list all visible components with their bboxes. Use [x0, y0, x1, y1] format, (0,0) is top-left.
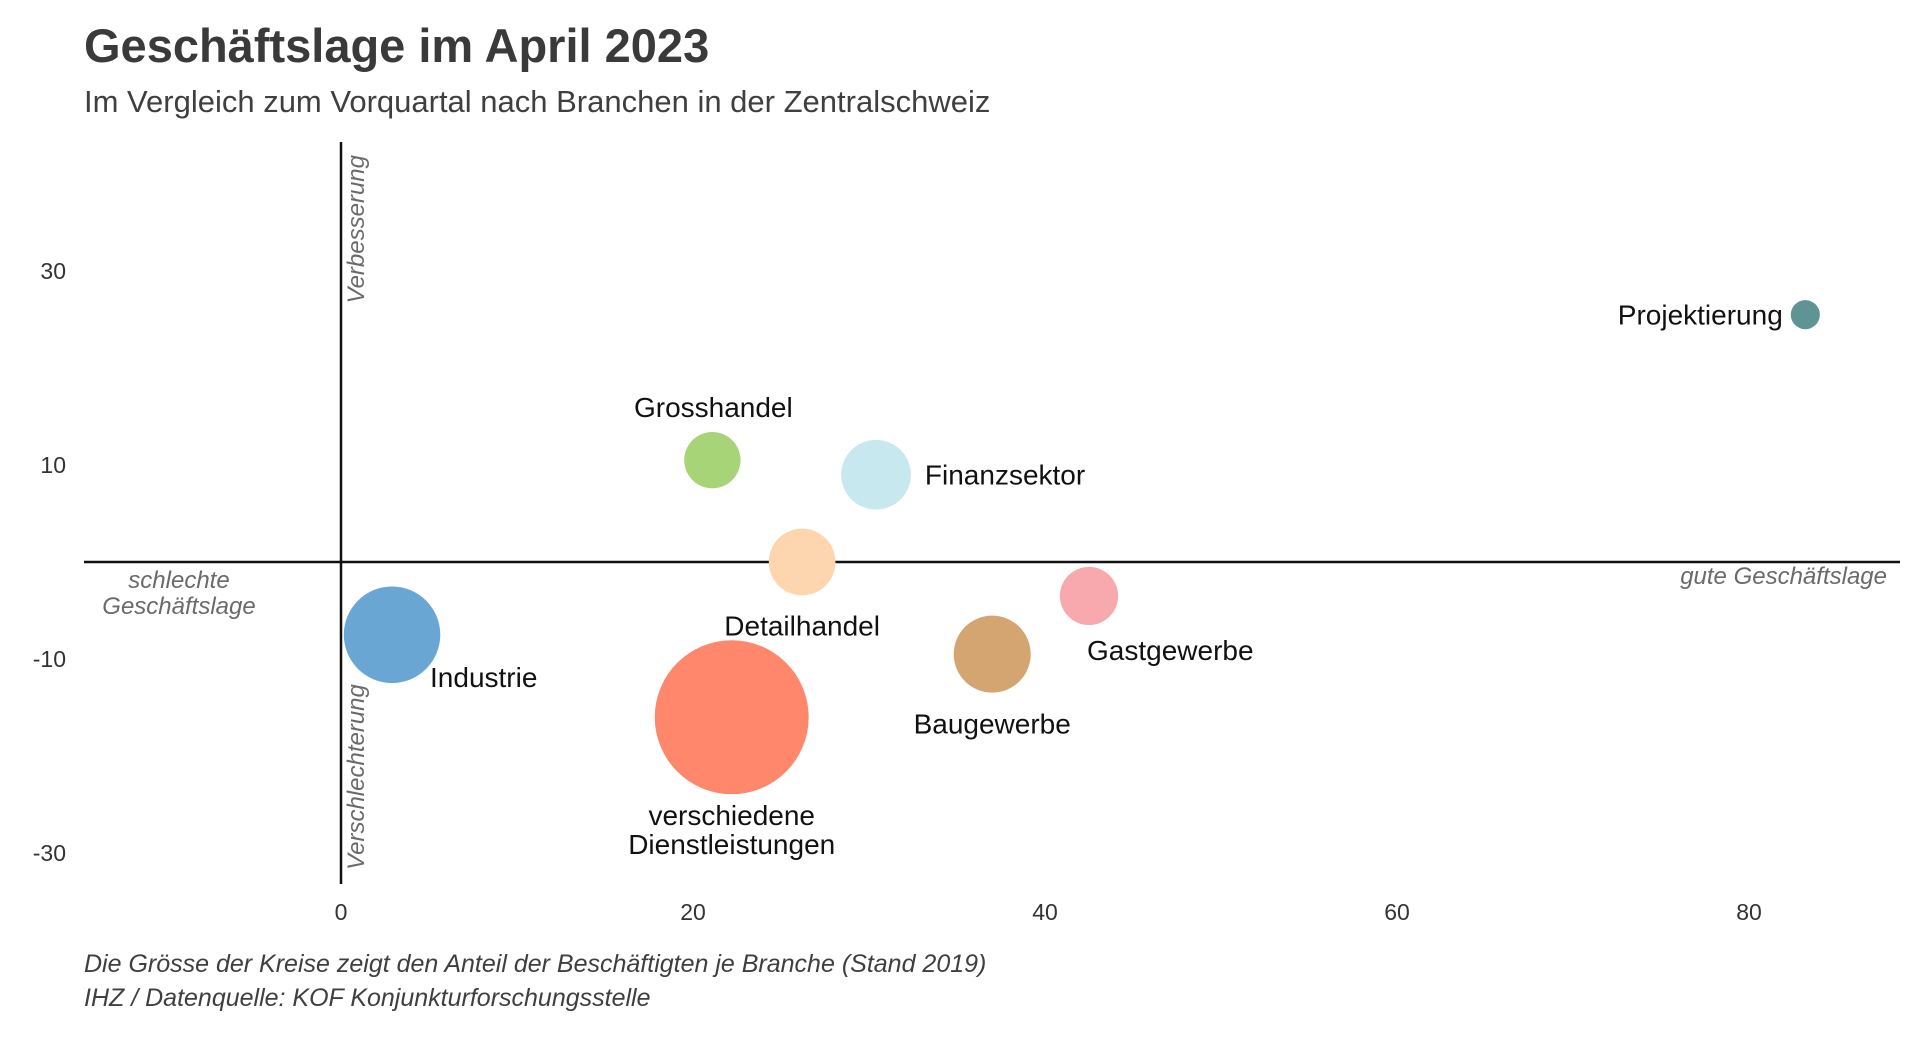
chart-subtitle: Im Vergleich zum Vorquartal nach Branche… [84, 84, 991, 119]
bubble-gastgewerbe [1059, 566, 1119, 626]
source-note: IHZ / Datenquelle: KOF Konjunkturforschu… [84, 984, 651, 1012]
chart-title: Geschäftslage im April 2023 [84, 19, 710, 72]
bubble-chart: 0 20 40 60 80 30 10 -10 -30 Verbesserung Verschlec… [33, 142, 1900, 925]
bubble-label-grosshandel: Grosshandel [634, 392, 793, 423]
x-tick-label: 20 [680, 899, 706, 925]
y-tick-label: -30 [33, 840, 66, 866]
bubble-verschiedene-dienstleistungen [654, 640, 809, 795]
bubble-label-detailhandel: Detailhandel [724, 610, 880, 641]
bubble-projektierung [1790, 300, 1820, 330]
quadrant-label-right: gute Geschäftslage [1680, 563, 1887, 590]
size-note: Die Grösse der Kreise zeigt den Anteil d… [84, 950, 987, 978]
x-tick-label: 80 [1736, 899, 1762, 925]
y-tick-label: 30 [40, 258, 66, 284]
bubble-label-verschiedene-dienstleistungen: Dienstleistungen [628, 829, 835, 860]
bubble-detailhandel [768, 528, 836, 596]
x-tick-label: 60 [1384, 899, 1410, 925]
bubble-label-projektierung: Projektierung [1618, 300, 1783, 331]
bubble-label-industrie: Industrie [430, 662, 537, 693]
y-tick-label: -10 [33, 646, 66, 672]
quadrant-label-bottom: Verschlechterung [343, 683, 370, 870]
bubble-label-gastgewerbe: Gastgewerbe [1087, 635, 1254, 666]
x-tick-label: 40 [1032, 899, 1058, 925]
y-tick-label: 10 [40, 452, 66, 478]
bubble-finanzsektor [841, 439, 911, 510]
quadrant-label-top: Verbesserung [343, 154, 370, 303]
bubble-industrie [343, 586, 441, 683]
bubble-label-verschiedene-dienstleistungen: verschiedene [648, 800, 815, 831]
bubble-label-finanzsektor: Finanzsektor [925, 460, 1085, 491]
quadrant-label-left-line2: Geschäftslage [102, 593, 255, 620]
quadrant-label-left-line1: schlechte [128, 567, 229, 594]
bubble-grosshandel [684, 431, 741, 489]
bubble-baugewerbe [953, 615, 1031, 693]
bubble-label-baugewerbe: Baugewerbe [914, 709, 1071, 740]
x-tick-label: 0 [335, 899, 348, 925]
